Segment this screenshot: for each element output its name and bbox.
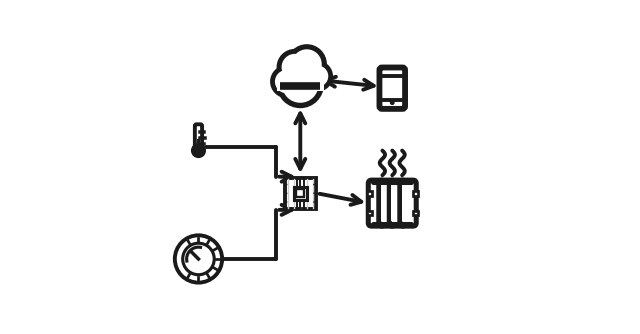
Bar <box>413 211 417 215</box>
Bar <box>277 78 324 91</box>
Bar <box>413 191 417 196</box>
Bar <box>285 178 316 209</box>
Circle shape <box>182 243 214 275</box>
Circle shape <box>390 101 394 104</box>
Bar <box>402 185 404 221</box>
Circle shape <box>275 70 298 93</box>
Circle shape <box>282 54 308 80</box>
Bar <box>294 187 307 200</box>
Bar <box>367 191 372 196</box>
Bar <box>381 185 383 221</box>
FancyBboxPatch shape <box>400 180 416 226</box>
Circle shape <box>280 53 309 81</box>
Circle shape <box>291 48 323 80</box>
FancyBboxPatch shape <box>389 180 406 226</box>
FancyBboxPatch shape <box>195 124 202 152</box>
Circle shape <box>274 69 300 94</box>
Bar <box>367 211 372 215</box>
Circle shape <box>192 144 205 157</box>
Circle shape <box>282 66 319 103</box>
Circle shape <box>285 184 287 185</box>
Circle shape <box>280 64 320 104</box>
Bar <box>197 139 200 150</box>
Circle shape <box>292 49 322 79</box>
FancyBboxPatch shape <box>368 180 385 226</box>
Circle shape <box>175 235 222 283</box>
Bar <box>296 189 304 197</box>
FancyBboxPatch shape <box>380 67 405 109</box>
Circle shape <box>285 192 287 194</box>
Circle shape <box>313 192 315 194</box>
Bar <box>391 185 393 221</box>
Circle shape <box>313 201 315 203</box>
Circle shape <box>285 201 287 203</box>
Circle shape <box>313 184 315 185</box>
Circle shape <box>306 64 329 88</box>
FancyBboxPatch shape <box>379 180 396 226</box>
Circle shape <box>307 65 328 87</box>
